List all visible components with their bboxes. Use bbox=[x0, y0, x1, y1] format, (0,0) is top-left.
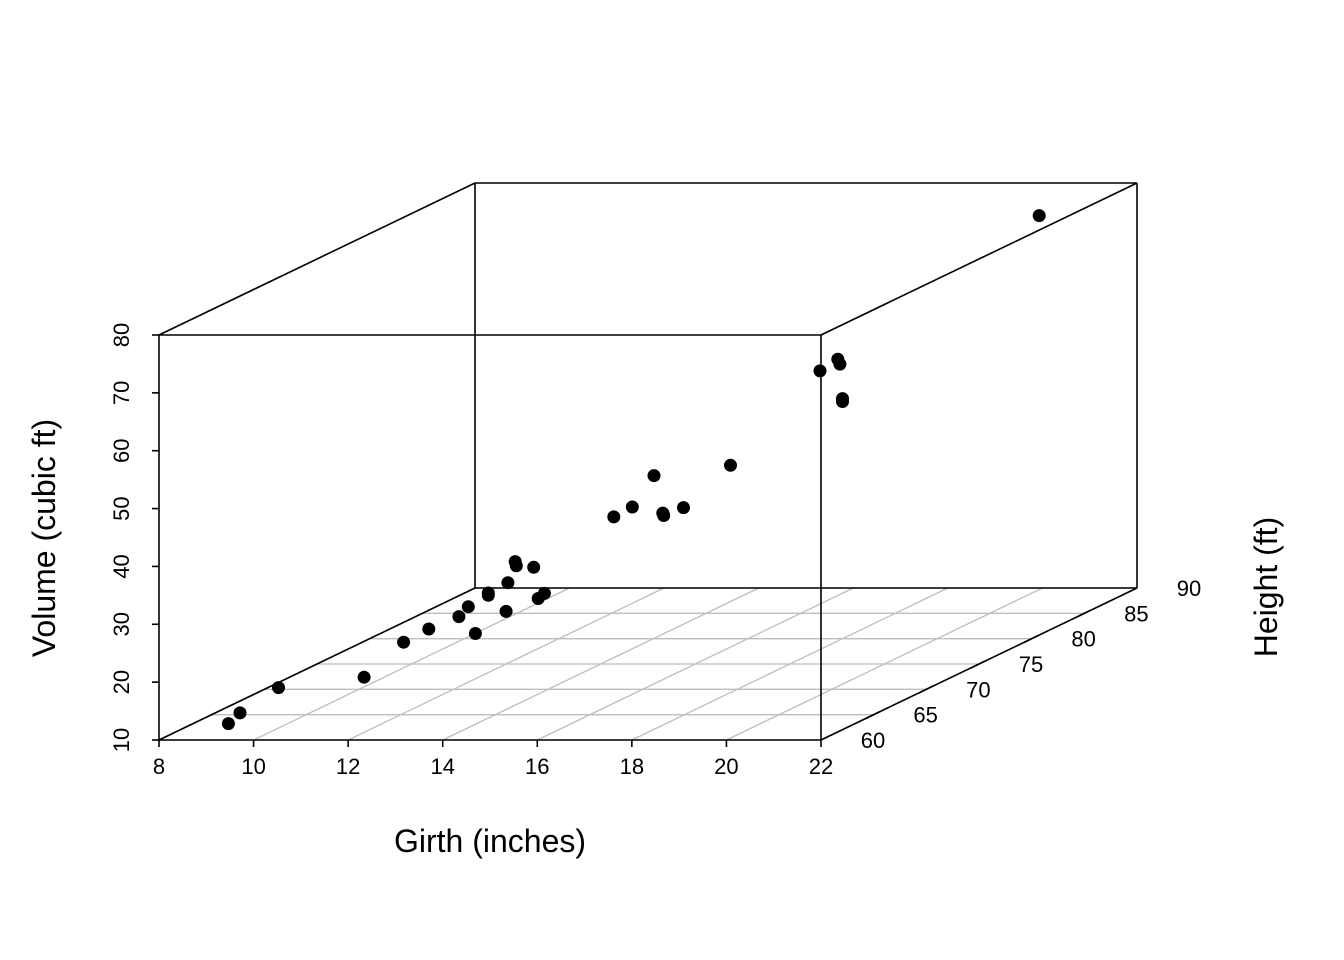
data-point bbox=[499, 604, 513, 618]
x-tick-label: 16 bbox=[525, 754, 549, 779]
data-point bbox=[724, 458, 737, 472]
data-point bbox=[813, 364, 827, 378]
z-tick-label: 60 bbox=[109, 438, 134, 462]
data-points bbox=[221, 209, 1046, 731]
data-point bbox=[647, 469, 661, 483]
y-tick-mark bbox=[978, 660, 986, 665]
z-tick-label: 50 bbox=[109, 496, 134, 520]
z-axis-title: Volume (cubic ft) bbox=[26, 419, 62, 657]
y-tick-mark bbox=[925, 685, 933, 691]
data-point bbox=[831, 352, 845, 366]
x-tick-label: 22 bbox=[809, 754, 833, 779]
data-point bbox=[422, 622, 436, 636]
data-point bbox=[397, 635, 411, 649]
data-point bbox=[233, 706, 247, 720]
box-edge bbox=[158, 587, 476, 741]
y-tick-mark bbox=[873, 710, 881, 716]
z-tick-label: 40 bbox=[109, 554, 134, 578]
z-tick-label: 80 bbox=[109, 323, 134, 347]
data-point bbox=[501, 576, 515, 590]
y-tick-mark bbox=[970, 663, 980, 669]
floor-grid bbox=[158, 587, 1138, 741]
box-edge bbox=[820, 182, 1138, 336]
data-point bbox=[481, 586, 495, 600]
bounding-box bbox=[158, 182, 1138, 741]
y-tick-mark bbox=[1083, 609, 1091, 615]
axis-ticks: 8 10 12 14 16 18 20 22 10 20 30 40 50 60 70 80 60 65 70 75 8… bbox=[109, 323, 1201, 779]
y-tick-label: 80 bbox=[1071, 627, 1095, 652]
data-point bbox=[836, 395, 849, 408]
x-tick-label: 12 bbox=[336, 754, 360, 779]
data-point bbox=[468, 627, 482, 640]
data-point bbox=[537, 586, 551, 600]
y-tick-mark bbox=[917, 688, 927, 695]
box-edge bbox=[158, 182, 476, 336]
data-point bbox=[357, 670, 371, 684]
y-tick-mark bbox=[865, 713, 875, 720]
z-tick-label: 70 bbox=[109, 381, 134, 405]
y-axis-title: Height (ft) bbox=[1248, 517, 1284, 657]
data-point bbox=[1032, 209, 1046, 223]
y-tick-label: 85 bbox=[1124, 601, 1148, 626]
y-tick-label: 90 bbox=[1177, 576, 1201, 601]
y-tick-mark bbox=[1075, 612, 1085, 619]
z-tick-label: 10 bbox=[109, 728, 134, 752]
x-tick-label: 14 bbox=[430, 754, 454, 779]
x-tick-label: 20 bbox=[714, 754, 738, 779]
z-tick-label: 30 bbox=[109, 612, 134, 636]
x-tick-label: 8 bbox=[153, 754, 165, 779]
data-point bbox=[625, 500, 639, 514]
data-point bbox=[452, 610, 466, 624]
data-point bbox=[508, 555, 522, 569]
y-tick-label: 60 bbox=[861, 728, 885, 753]
data-point bbox=[657, 509, 671, 522]
y-tick-mark bbox=[1023, 637, 1033, 644]
y-tick-label: 70 bbox=[966, 677, 990, 702]
y-tick-label: 75 bbox=[1019, 652, 1043, 677]
data-point bbox=[677, 501, 690, 515]
data-point bbox=[221, 717, 235, 731]
y-tick-mark bbox=[1031, 634, 1039, 640]
x-tick-label: 10 bbox=[241, 754, 265, 779]
data-point bbox=[607, 510, 621, 524]
x-tick-label: 18 bbox=[620, 754, 644, 779]
data-point bbox=[272, 681, 285, 695]
data-point bbox=[461, 600, 475, 614]
y-tick-label: 65 bbox=[913, 703, 937, 728]
z-tick-label: 20 bbox=[109, 670, 134, 694]
x-axis-title: Girth (inches) bbox=[394, 823, 586, 859]
data-point bbox=[527, 560, 541, 574]
